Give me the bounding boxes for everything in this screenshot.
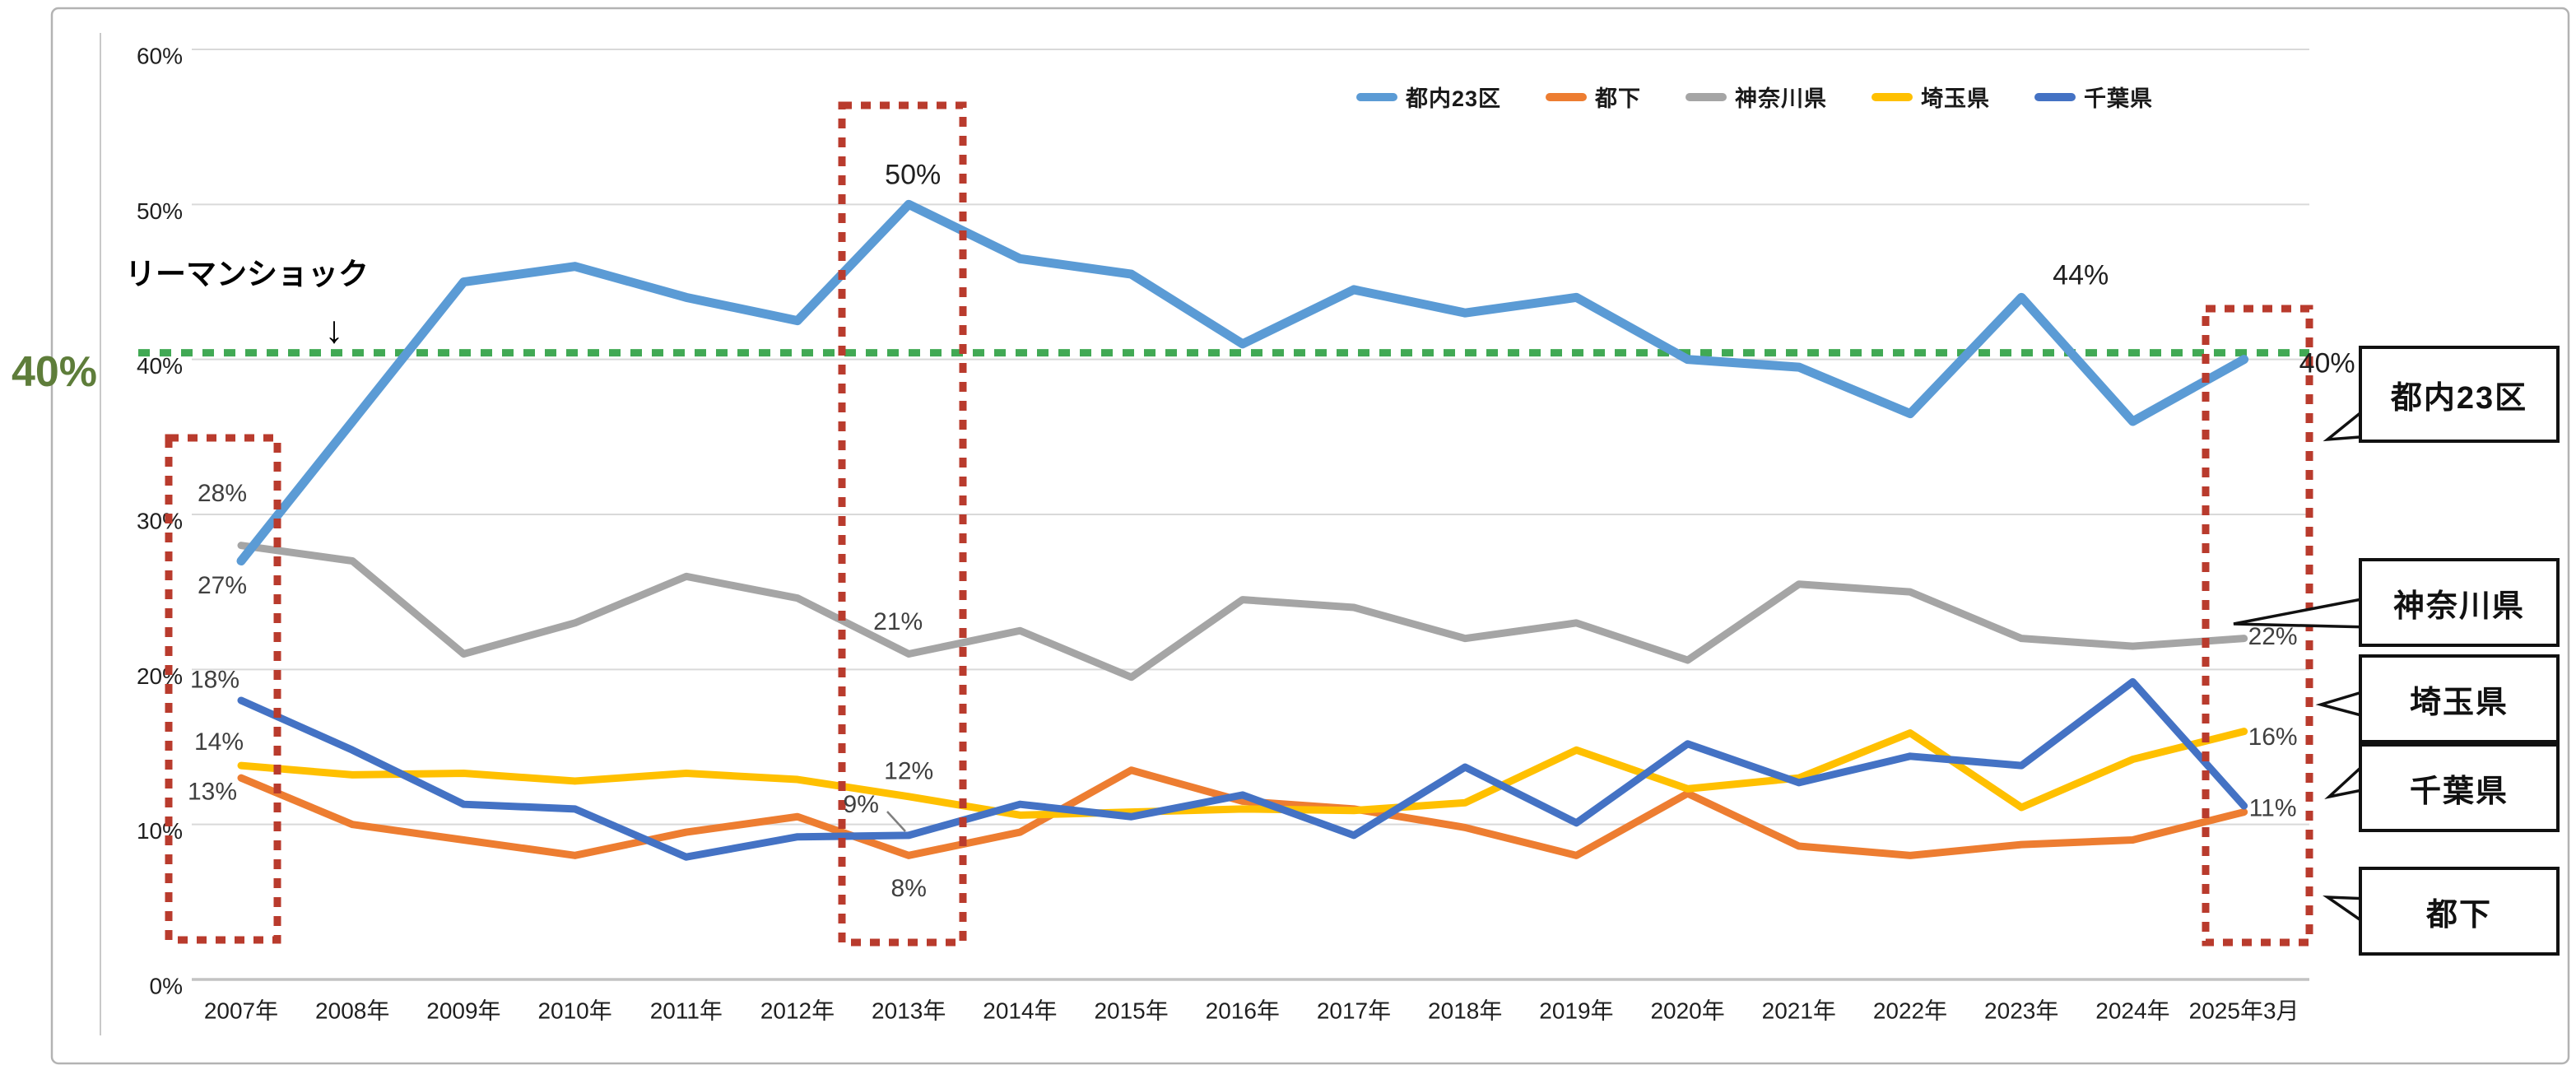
legend-swatch-tonai23	[1356, 92, 1397, 101]
x-tick-label: 2016年	[1206, 998, 1280, 1024]
x-tick-label: 2008年	[315, 998, 389, 1024]
x-tick-label: 2011年	[650, 998, 723, 1024]
point-label-50%: 50%	[885, 159, 941, 190]
y-tick-label: 10%	[137, 818, 183, 844]
legend-swatch-toka	[1546, 92, 1588, 101]
x-tick-label: 2017年	[1317, 998, 1391, 1024]
y-tick-label: 60%	[137, 44, 183, 69]
legend-item-tonai23: 都内23区	[1356, 81, 1501, 113]
series-line-千葉県	[237, 677, 2248, 861]
x-tick-label: 2024年	[2095, 998, 2169, 1024]
y-tick-label: 0%	[150, 974, 183, 999]
point-label-21%: 21%	[873, 608, 923, 635]
callout-tonai23: 都内23区	[2359, 346, 2560, 443]
x-tick-label: 2019年	[1539, 998, 1613, 1024]
legend-label: 千葉県	[2084, 86, 2154, 111]
highlight-box-2007年	[165, 434, 281, 944]
legend-swatch-saitama	[1872, 92, 1913, 101]
series-line-神奈川県	[237, 542, 2248, 682]
label-leader-line	[886, 811, 906, 832]
x-tick-label: 2022年	[1873, 998, 1947, 1024]
callout-saitama: 埼玉県	[2359, 654, 2560, 743]
point-label-16%: 16%	[2248, 723, 2298, 751]
point-label-12%: 12%	[884, 758, 933, 785]
x-tick-label: 2007年	[204, 998, 278, 1024]
point-label-11%: 11%	[2249, 794, 2297, 821]
series-line-埼玉県	[237, 728, 2248, 819]
highlight-box-2013年	[838, 101, 967, 947]
x-tick-label: 2020年	[1650, 998, 1724, 1024]
callout-chiba: 千葉県	[2359, 743, 2560, 832]
legend-item-kanagawa: 神奈川県	[1686, 81, 1827, 113]
x-tick-label: 2018年	[1428, 998, 1502, 1024]
legend-label: 埼玉県	[1921, 86, 1991, 111]
series-line-都下	[237, 766, 2248, 859]
point-label-40%: 40%	[2299, 348, 2355, 379]
point-label-14%: 14%	[194, 728, 244, 756]
series-line-都内23区	[236, 199, 2249, 566]
x-tick-label: 2013年	[872, 998, 946, 1024]
figure-frame	[50, 7, 2570, 1065]
y-tick-label: 40%	[137, 353, 183, 379]
x-tick-label: 2010年	[537, 998, 611, 1024]
point-label-9%: 9%	[844, 791, 879, 818]
x-tick-label: 2023年	[1984, 998, 2058, 1024]
legend-label: 都下	[1595, 86, 1642, 111]
legend-swatch-chiba	[2034, 92, 2076, 101]
x-tick-label: 2009年	[426, 998, 500, 1024]
legend-label: 都内23区	[1406, 86, 1502, 111]
point-label-8%: 8%	[891, 875, 927, 902]
x-tick-label: 2015年	[1094, 998, 1168, 1024]
point-label-27%: 27%	[198, 572, 247, 599]
lehman-shock-annotation: リーマンショック	[125, 258, 369, 291]
legend-swatch-kanagawa	[1686, 92, 1727, 101]
y-tick-label: 20%	[137, 663, 183, 689]
x-tick-label: 2012年	[760, 998, 835, 1024]
chart-legend: 都内23区 都下 神奈川県 埼玉県 千葉県	[1356, 81, 2153, 113]
legend-label: 神奈川県	[1735, 86, 1828, 111]
x-tick-label: 2025年3月	[2189, 998, 2299, 1024]
threshold-big-label: 40%	[12, 348, 97, 396]
point-label-18%: 18%	[190, 667, 239, 694]
callout-kanagawa: 神奈川県	[2359, 558, 2560, 647]
y-tick-label: 50%	[137, 198, 183, 224]
point-label-22%: 22%	[2248, 623, 2298, 650]
x-tick-label: 2021年	[1762, 998, 1836, 1024]
lehman-shock-arrow-icon: ↓	[325, 308, 344, 351]
point-label-28%: 28%	[198, 480, 247, 507]
point-label-13%: 13%	[188, 779, 237, 806]
point-label-44%: 44%	[2053, 259, 2109, 291]
callout-toka: 都下	[2359, 867, 2560, 956]
legend-item-saitama: 埼玉県	[1872, 81, 1990, 113]
legend-item-chiba: 千葉県	[2034, 81, 2153, 113]
y-tick-label: 30%	[137, 509, 183, 534]
x-tick-label: 2014年	[983, 998, 1057, 1024]
legend-item-toka: 都下	[1546, 81, 1641, 113]
